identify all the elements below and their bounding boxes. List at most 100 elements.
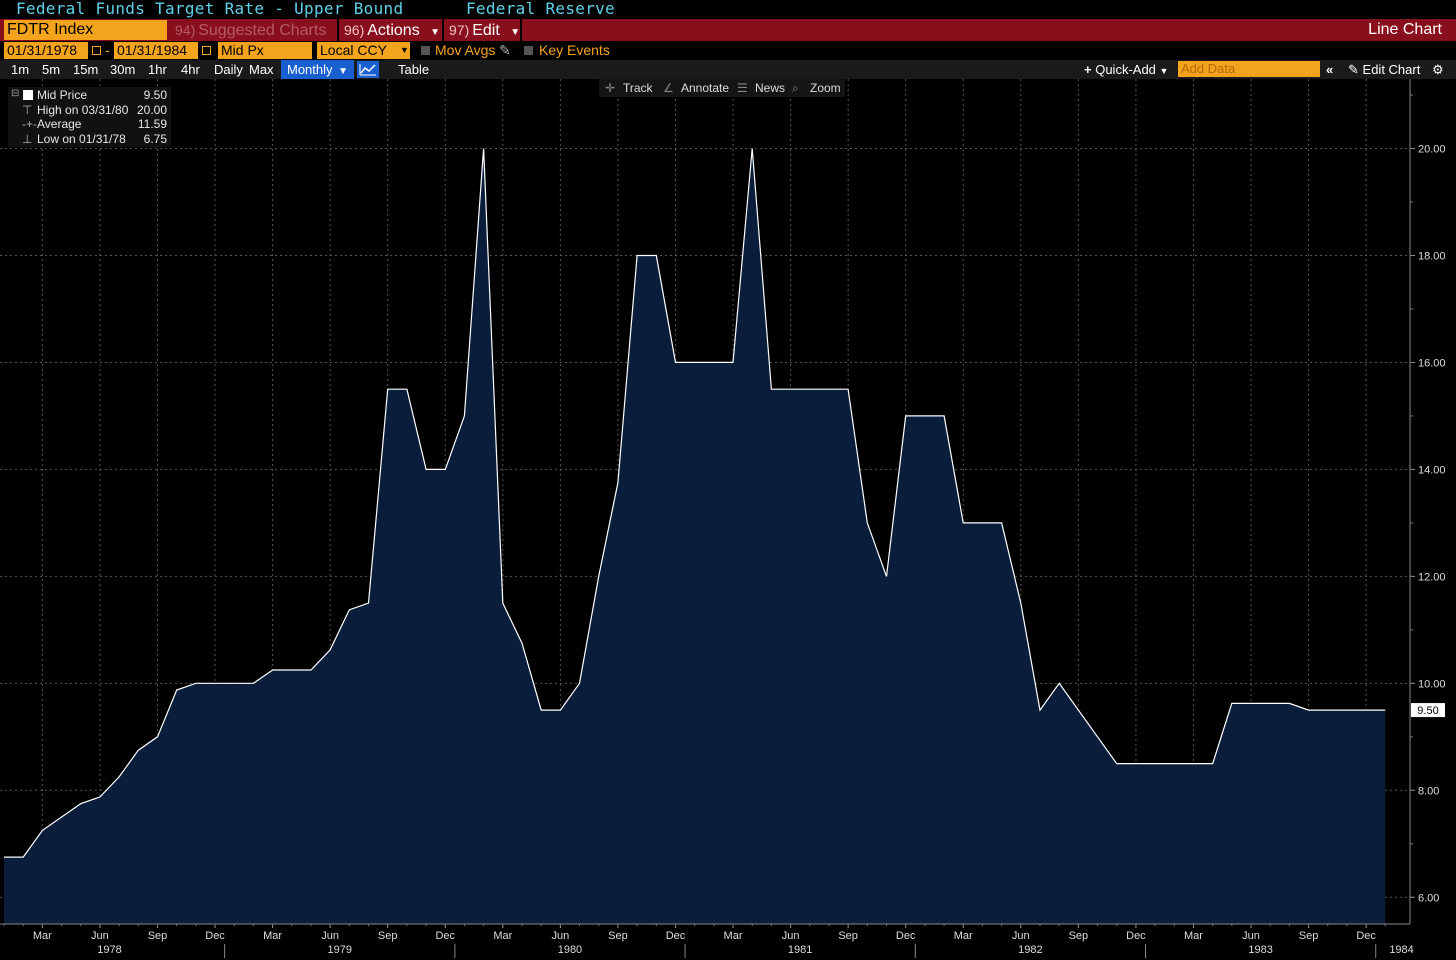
timeframe-1hr[interactable]: 1hr [148, 62, 167, 77]
timeframe-monthly-label: Monthly [287, 62, 333, 77]
legend-mid-value: 9.50 [143, 88, 167, 102]
x-tick-label: Sep [378, 930, 398, 942]
last-value-box [1411, 703, 1445, 718]
timeframe-15m[interactable]: 15m [73, 62, 99, 77]
y-tick-label: 12.00 [1418, 571, 1446, 583]
suggested-charts-number: 94) [175, 22, 196, 38]
suggested-charts-button[interactable]: 94) Suggested Charts [175, 19, 326, 41]
gear-icon[interactable]: ⚙ [1432, 62, 1444, 77]
news-button[interactable]: News [755, 81, 786, 95]
x-year-label: 1983 [1248, 944, 1272, 956]
series-swatch [23, 90, 33, 100]
divider [337, 19, 339, 41]
timeframe-bar: 1m 5m 15m 30m 1hr 4hr Daily Max Monthly … [0, 60, 1456, 79]
x-tick-label: Mar [33, 930, 52, 942]
legend-box: ⊟ Mid Price 9.50 ⊤ High on 03/31/80 20.0… [8, 87, 171, 147]
edit-chart-button[interactable]: ✎ Edit Chart [1348, 60, 1420, 79]
legend-low-label: Low on 01/31/78 [37, 132, 126, 146]
legend-high-value: 20.00 [136, 103, 167, 117]
quick-add-button[interactable]: + Quick-Add ▼ [1084, 60, 1168, 79]
collapse-icon[interactable]: « [1326, 62, 1334, 77]
chevron-down-icon: ▼ [1159, 66, 1169, 76]
title-bar: Federal Funds Target Rate - Upper Bound … [0, 0, 1456, 19]
divider [442, 19, 444, 41]
x-year-label: 1982 [1018, 944, 1042, 956]
legend-low-value: 6.75 [143, 132, 167, 146]
chevron-down-icon[interactable]: ▼ [399, 42, 410, 59]
edit-number: 97) [449, 22, 470, 38]
track-button[interactable]: Track [623, 81, 653, 95]
timeframe-daily[interactable]: Daily [214, 62, 243, 77]
mov-avgs-label: Mov Avgs [435, 42, 496, 58]
price-field-select[interactable]: Mid Px [218, 42, 312, 59]
high-marker-icon: ⊤ [22, 103, 33, 117]
chart-title: Federal Funds Target Rate - Upper Bound [16, 0, 404, 18]
ticker-field[interactable]: FDTR Index [4, 20, 167, 40]
chart-canvas[interactable]: 6.00 8.00 10.00 12.00 14.00 16.00 18.00 20.00 M… [0, 79, 1456, 960]
end-date-field[interactable]: 01/31/1984 [114, 42, 198, 59]
calendar-icon[interactable] [202, 46, 211, 55]
chevron-down-icon: ▼ [430, 27, 441, 38]
x-tick-label: Jun [321, 930, 339, 942]
chart-tools: ✛ Track ∠ Annotate ☰ News ⌕ Zoom [599, 79, 845, 97]
timeframe-max[interactable]: Max [249, 62, 274, 77]
y-tick-label: 14.00 [1418, 464, 1446, 476]
legend-high-label: High on 03/31/80 [37, 103, 129, 117]
x-year-label: 1978 [97, 944, 121, 956]
news-icon: ☰ [737, 81, 748, 95]
crosshair-icon: ✛ [605, 81, 616, 95]
x-tick-label: Mar [263, 930, 282, 942]
x-year-label: 1984 [1389, 944, 1413, 956]
key-events-checkbox[interactable] [524, 46, 533, 55]
chart-source: Federal Reserve [466, 0, 615, 18]
x-tick-label: Sep [1069, 930, 1089, 942]
zoom-icon: ⌕ [792, 81, 799, 95]
timeframe-1m[interactable]: 1m [11, 62, 30, 77]
key-events-label: Key Events [539, 42, 610, 58]
x-tick-label: Jun [91, 930, 109, 942]
line-chart-icon[interactable] [357, 61, 379, 78]
table-button[interactable]: Table [398, 62, 430, 77]
add-data-input[interactable]: Add Data [1178, 61, 1320, 77]
y-tick-label: 10.00 [1418, 678, 1446, 690]
pencil-icon[interactable]: ✎ [499, 42, 511, 58]
annotate-button[interactable]: Annotate [681, 81, 730, 95]
suggested-charts-label: Suggested Charts [198, 22, 327, 39]
timeframe-4hr[interactable]: 4hr [181, 62, 200, 77]
calendar-icon[interactable] [92, 46, 101, 55]
mov-avgs-checkbox[interactable] [421, 46, 430, 55]
x-tick-label: Sep [148, 930, 168, 942]
start-date-field[interactable]: 01/31/1978 [4, 42, 88, 59]
x-tick-label: Jun [1242, 930, 1260, 942]
legend-average-label: Average [37, 117, 82, 131]
x-tick-label: Jun [782, 930, 800, 942]
settings-bar: 01/31/1978 - 01/31/1984 Mid Px Local CCY… [0, 41, 1456, 60]
x-tick-label: Dec [666, 930, 686, 942]
timeframe-monthly-select[interactable]: Monthly ▼ [281, 60, 355, 79]
quick-add-label: Quick-Add [1095, 62, 1156, 77]
x-year-label: 1981 [788, 944, 812, 956]
x-year-label: 1980 [558, 944, 582, 956]
edit-label: Edit [472, 22, 500, 39]
actions-button[interactable]: 96) Actions ▼ [344, 19, 440, 41]
legend-average-value: 11.59 [137, 117, 167, 131]
actions-label: Actions [367, 22, 420, 39]
x-tick-label: Dec [1126, 930, 1146, 942]
divider [520, 19, 522, 41]
edit-chart-label: Edit Chart [1362, 62, 1421, 77]
zoom-button[interactable]: Zoom [810, 81, 841, 95]
chevron-down-icon: ▼ [510, 27, 521, 38]
x-tick-label: Mar [493, 930, 512, 942]
x-tick-label: Dec [205, 930, 225, 942]
chart-type-label[interactable]: Line Chart [1368, 21, 1442, 38]
low-marker-icon: ⊥ [22, 132, 33, 146]
y-tick-label: 18.00 [1418, 250, 1446, 262]
edit-menu-button[interactable]: 97) Edit ▼ [449, 19, 520, 41]
timeframe-30m[interactable]: 30m [110, 62, 136, 77]
x-year-label: 1979 [327, 944, 351, 956]
annotate-icon: ∠ [663, 81, 674, 95]
date-separator: - [105, 42, 110, 58]
collapse-box-icon[interactable]: ⊟ [11, 88, 20, 99]
timeframe-5m[interactable]: 5m [42, 62, 61, 77]
currency-select[interactable]: Local CCY [317, 42, 399, 59]
